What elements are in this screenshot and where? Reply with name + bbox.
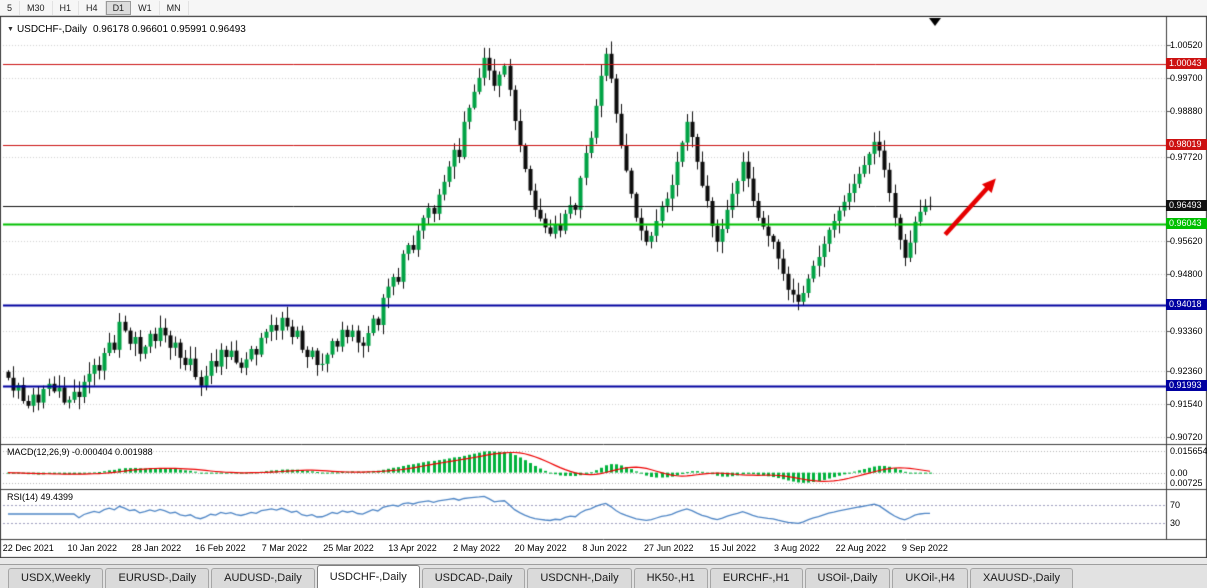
price-level-badge: 0.98019 — [1166, 139, 1207, 151]
timeframe-button-mn[interactable]: MN — [160, 0, 189, 15]
date-label: 27 Jun 2022 — [643, 543, 694, 553]
price-level-badge: 0.91993 — [1166, 380, 1207, 392]
date-label: 15 Jul 2022 — [709, 543, 757, 553]
symbol-dropdown-icon[interactable]: ▼ — [7, 26, 14, 33]
chart-title: ▼ USDCHF-,Daily 0.96178 0.96601 0.95991 0.… — [7, 24, 246, 35]
price-tick-label: 0.92360 — [1170, 366, 1203, 377]
macd-scale-min-label: 0.00725 — [1170, 478, 1203, 488]
price-scale[interactable]: 1.00520 0.99700 0.98880 0.97720 0.95620 0.948… — [1166, 16, 1207, 558]
date-label: 7 Mar 2022 — [261, 543, 308, 553]
date-label: 28 Jan 2022 — [131, 543, 182, 553]
chart-tab-usdcnh-daily[interactable]: USDCNH-,Daily — [527, 568, 632, 588]
date-label: 8 Jun 2022 — [582, 543, 627, 553]
date-label: 22 Aug 2022 — [835, 543, 887, 553]
chart-tab-usdcad-daily[interactable]: USDCAD-,Daily — [421, 568, 526, 588]
timeframe-button-h4[interactable]: H4 — [79, 0, 106, 15]
price-tick-label: 1.00520 — [1170, 40, 1203, 50]
macd-scale-max-label: 0.015654 — [1170, 446, 1207, 456]
chart-tab-hk50-h1[interactable]: HK50-,H1 — [633, 568, 708, 588]
date-label: 20 May 2022 — [514, 543, 567, 553]
price-tick-label: 0.95620 — [1170, 236, 1203, 246]
date-axis[interactable]: 22 Dec 2021 10 Jan 2022 28 Jan 2022 16 Feb … — [0, 539, 1166, 558]
chart-tab-xauusd-daily[interactable]: XAUUSD-,Daily — [969, 568, 1073, 588]
chart-canvas[interactable] — [0, 16, 1207, 558]
timeframe-button-h1[interactable]: H1 — [53, 0, 80, 15]
date-label: 13 Apr 2022 — [388, 543, 437, 553]
price-level-badge: 1.00043 — [1166, 58, 1207, 70]
chart-tab-eurchf-h1[interactable]: EURCHF-,H1 — [709, 568, 803, 588]
date-label: 9 Sep 2022 — [901, 543, 948, 553]
price-tick-label: 0.90720 — [1170, 432, 1203, 442]
chart-tab-usoil-daily[interactable]: USOil-,Daily — [804, 568, 891, 588]
chart-ohlc-values: 0.96178 0.96601 0.95991 0.96493 — [92, 24, 246, 35]
rsi-level-70-label: 70 — [1170, 499, 1181, 510]
price-level-badge: 0.96043 — [1166, 218, 1207, 230]
date-label: 3 Aug 2022 — [774, 543, 820, 553]
chart-symbol-label: USDCHF-,Daily — [16, 24, 87, 35]
rsi-indicator-label: RSI(14) 49.4399 — [7, 492, 74, 502]
chart-tab-usdx-weekly[interactable]: USDX,Weekly — [8, 568, 104, 588]
price-tick-label: 0.98880 — [1170, 105, 1203, 116]
price-level-badge: 0.94018 — [1166, 299, 1207, 311]
chart-tab-usdchf-daily[interactable]: USDCHF-,Daily — [316, 565, 420, 588]
macd-scale-zero-label: 0.00 — [1170, 467, 1188, 478]
price-level-badge: 0.96493 — [1166, 200, 1207, 212]
price-tick-label: 0.93360 — [1170, 326, 1203, 337]
chart-tab-bar: USDX,Weekly EURUSD-,Daily AUDUSD-,Daily USD… — [0, 564, 1207, 588]
price-tick-label: 0.91540 — [1170, 399, 1203, 410]
timeframe-button-5[interactable]: 5 — [0, 0, 21, 15]
price-tick-label: 0.97720 — [1170, 152, 1203, 162]
chart-tab-ukoil-h4[interactable]: UKOil-,H4 — [892, 568, 968, 588]
date-label: 22 Dec 2021 — [2, 543, 54, 553]
bullish-arrow-annotation[interactable] — [930, 174, 1000, 238]
chart-tab-eurusd-daily[interactable]: EURUSD-,Daily — [105, 568, 210, 588]
timeframe-button-d1[interactable]: D1 — [105, 0, 132, 15]
date-label: 16 Feb 2022 — [195, 543, 246, 553]
timeframe-toolbar: 5 M30 H1 H4 D1 W1 MN — [0, 0, 1207, 16]
timeframe-button-w1[interactable]: W1 — [131, 0, 160, 15]
chart-tab-audusd-daily[interactable]: AUDUSD-,Daily — [211, 568, 315, 588]
timeframe-button-m30[interactable]: M30 — [20, 0, 53, 15]
date-label: 10 Jan 2022 — [67, 543, 118, 553]
date-label: 25 Mar 2022 — [323, 543, 374, 553]
price-tick-label: 0.99700 — [1170, 72, 1203, 83]
macd-indicator-label: MACD(12,26,9) -0.000404 0.001988 — [7, 447, 153, 457]
rsi-level-30-label: 30 — [1170, 518, 1181, 529]
price-tick-label: 0.94800 — [1170, 268, 1203, 279]
date-label: 2 May 2022 — [453, 543, 501, 553]
chart-area: ▼ USDCHF-,Daily 0.96178 0.96601 0.95991 0.… — [0, 16, 1207, 558]
